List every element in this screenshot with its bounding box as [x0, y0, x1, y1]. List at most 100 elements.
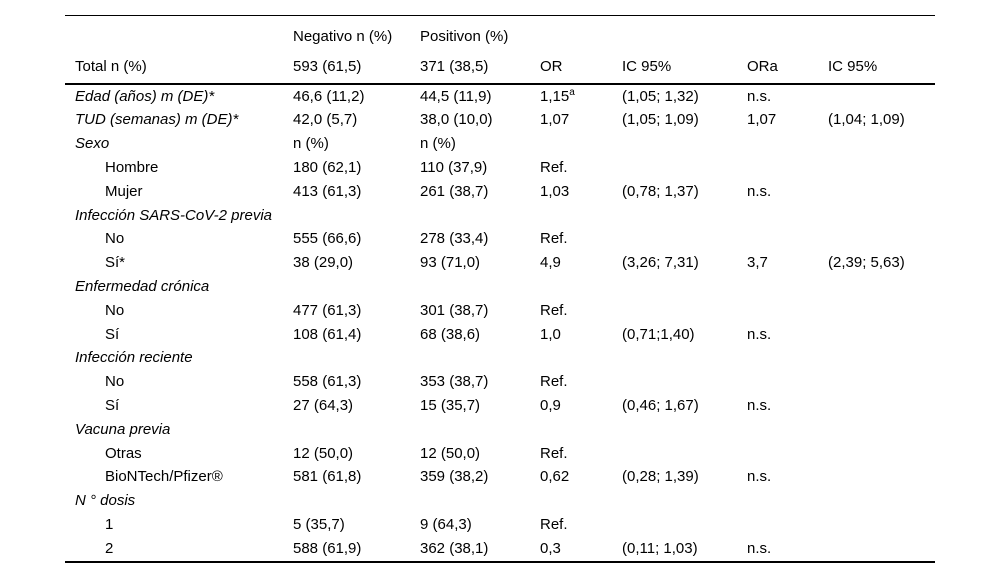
cell-ora — [747, 442, 828, 466]
cell-ora — [747, 371, 828, 395]
cell-or: 0,62 — [540, 468, 570, 486]
cell-or — [540, 275, 622, 299]
cell-ic95 — [622, 347, 747, 371]
table-row: 1 5 (35,7) 9 (64,3) Ref. — [65, 513, 935, 537]
cell-ora: n.s. — [747, 397, 772, 414]
cell-negativo: 46,6 (11,2) — [293, 87, 365, 105]
cell-ic95 — [622, 418, 747, 442]
cell-positivo: 110 (37,9) — [420, 159, 488, 177]
header-spacer — [540, 16, 622, 53]
row-label: Enfermedad crónica — [75, 278, 210, 296]
cell-ora — [747, 299, 828, 323]
cell-negativo: 558 (61,3) — [293, 373, 362, 391]
row-label: No — [105, 230, 125, 248]
row-label: Vacuna previa — [75, 420, 171, 438]
cell-positivo: 301 (38,7) — [420, 301, 489, 319]
table-row: Edad (años) m (DE)* 46,6 (11,2) 44,5 (11,9… — [65, 84, 935, 109]
row-label: Otras — [105, 444, 142, 462]
cell-or — [540, 204, 622, 228]
row-label: No — [105, 301, 125, 319]
table-row: Vacuna previa — [65, 418, 935, 442]
row-label: Hombre — [105, 159, 159, 177]
col-header-ora: ORa — [747, 58, 778, 76]
header-spacer — [747, 16, 828, 53]
cell-or: Ref. — [540, 444, 568, 462]
cell-or: 1,0 — [540, 325, 561, 343]
cell-positivo: 12 (50,0) — [420, 444, 481, 462]
footnote-marker: a — [569, 86, 575, 98]
cell-negativo: 38 (29,0) — [293, 254, 354, 272]
cell-ic95: (0,78; 1,37) — [622, 182, 699, 200]
cell-ic95-adjusted — [828, 394, 935, 418]
cell-ic95 — [622, 133, 747, 157]
table-row: Sexo n (%) n (%) — [65, 133, 935, 157]
cell-ic95: (1,05; 1,09) — [622, 111, 699, 129]
row-label: Infección SARS-CoV-2 previa — [75, 206, 273, 224]
cell-negativo: 108 (61,4) — [293, 325, 362, 343]
cell-positivo: 44,5 (11,9) — [420, 87, 492, 105]
cell-ic95-adjusted — [828, 133, 935, 157]
table-row: Sí* 38 (29,0) 93 (71,0) 4,9 (3,26; 7,31) 3,7 (… — [65, 252, 935, 276]
row-label: N ° dosis — [75, 492, 136, 510]
cell-ic95 — [622, 442, 747, 466]
cell-negativo — [293, 347, 420, 371]
cell-negativo: n (%) — [293, 135, 329, 153]
cell-ora: 1,07 — [747, 111, 777, 129]
cell-ic95-adjusted — [828, 418, 935, 442]
col-header-negativo: Negativo n (%) — [293, 27, 393, 45]
cell-negativo: 27 (64,3) — [293, 397, 354, 414]
header-spacer — [622, 16, 747, 53]
cell-ic95-adjusted — [828, 228, 935, 252]
cell-or — [540, 347, 622, 371]
cell-or: Ref. — [540, 230, 568, 248]
cell-negativo: 42,0 (5,7) — [293, 111, 358, 129]
table-row: Mujer 413 (61,3) 261 (38,7) 1,03 (0,78; 1,37… — [65, 180, 935, 204]
cell-or — [540, 418, 622, 442]
cell-positivo — [420, 347, 540, 371]
cell-positivo — [420, 418, 540, 442]
cell-positivo: 68 (38,6) — [420, 325, 481, 343]
cell-positivo — [420, 490, 540, 514]
row-label: Sí — [105, 325, 120, 343]
cell-ic95-adjusted: (2,39; 5,63) — [828, 254, 905, 272]
cell-ora — [747, 133, 828, 157]
cell-or: 0,3 — [540, 539, 561, 557]
col-header-or: OR — [540, 58, 563, 76]
cell-ic95-adjusted — [828, 84, 935, 109]
cell-ic95 — [622, 156, 747, 180]
cell-negativo: 581 (61,8) — [293, 468, 362, 486]
cell-negativo — [293, 275, 420, 299]
header-spacer — [65, 16, 293, 53]
cell-ic95 — [622, 299, 747, 323]
header-row-totals: Total n (%) 593 (61,5) 371 (38,5) OR IC … — [65, 52, 935, 84]
cell-ora: n.s. — [747, 539, 772, 557]
cell-positivo: 38,0 (10,0) — [420, 111, 493, 129]
cell-or: 1,07 — [540, 111, 570, 129]
cell-or: Ref. — [540, 159, 568, 177]
row-label: Edad (años) m (DE)* — [75, 87, 215, 105]
cell-ic95-adjusted — [828, 323, 935, 347]
table-row: TUD (semanas) m (DE)* 42,0 (5,7) 38,0 (10,… — [65, 109, 935, 133]
cell-ic95-adjusted — [828, 371, 935, 395]
cell-ic95 — [622, 371, 747, 395]
table-row: No 558 (61,3) 353 (38,7) Ref. — [65, 371, 935, 395]
cell-ic95 — [622, 275, 747, 299]
cell-ora: n.s. — [747, 468, 772, 486]
total-negativo-value: 593 (61,5) — [293, 58, 362, 76]
cell-or: 1,15a — [540, 86, 575, 105]
cell-ic95 — [622, 204, 747, 228]
row-label: Sexo — [75, 135, 110, 153]
cell-ora — [747, 275, 828, 299]
col-header-ic95-adjusted: IC 95% — [828, 58, 878, 76]
cell-or — [540, 133, 622, 157]
cell-ic95 — [622, 228, 747, 252]
cell-ora — [747, 156, 828, 180]
cell-ic95-adjusted — [828, 275, 935, 299]
cell-ic95-adjusted — [828, 347, 935, 371]
row-label: 1 — [105, 515, 114, 533]
cell-ic95-adjusted — [828, 490, 935, 514]
cell-or: Ref. — [540, 373, 568, 391]
cell-ora — [747, 490, 828, 514]
table-row: Sí 27 (64,3) 15 (35,7) 0,9 (0,46; 1,67) n.s. — [65, 394, 935, 418]
cell-ic95-adjusted — [828, 513, 935, 537]
